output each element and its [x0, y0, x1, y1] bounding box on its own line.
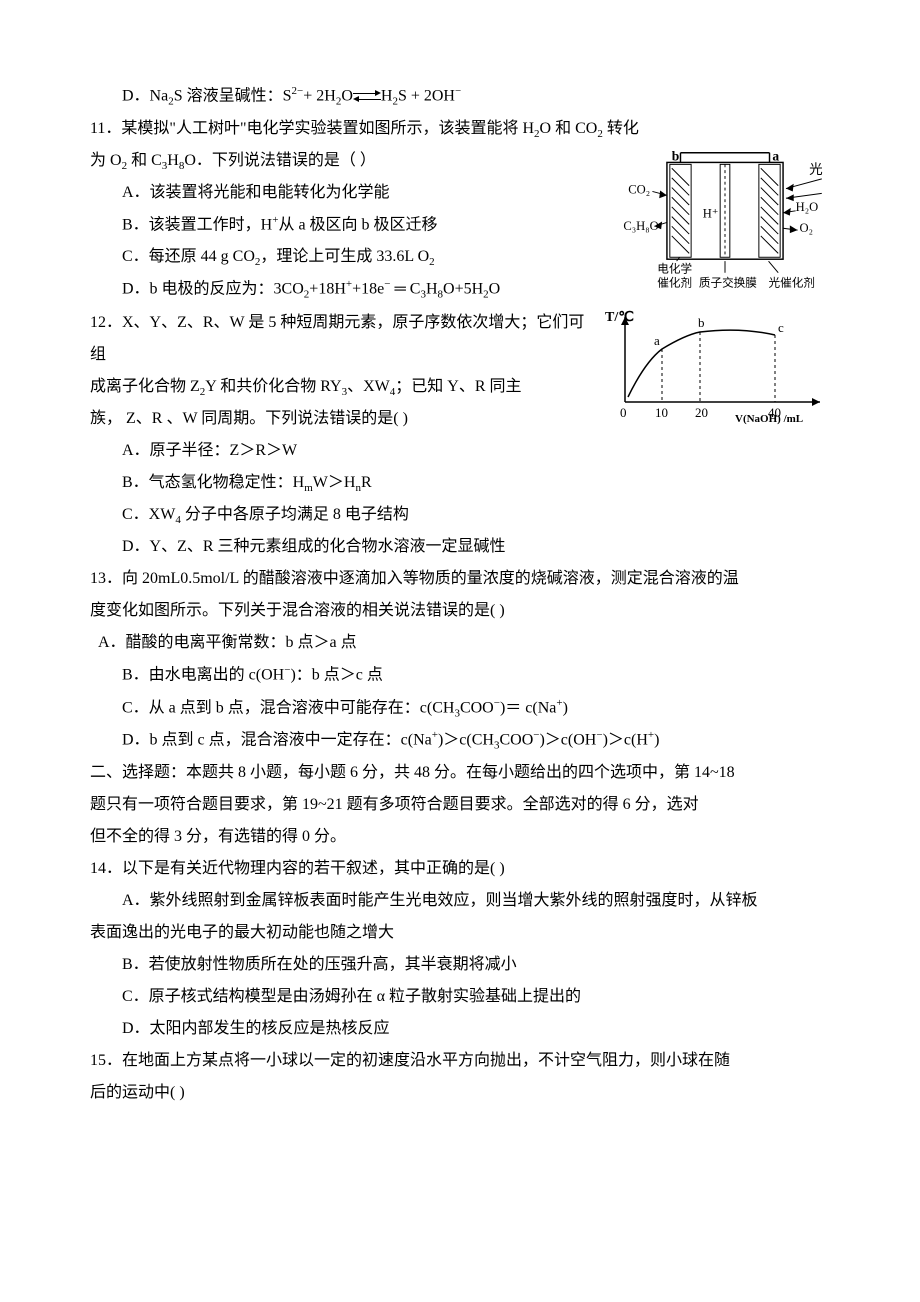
q12-s2end: ；已知 Y、R 同主 — [395, 378, 521, 395]
section2-line1: 二、选择题：本题共 8 小题，每小题 6 分，共 48 分。在每小题给出的四个选… — [90, 757, 830, 789]
q10-optD-sup2: − — [455, 85, 461, 97]
temperature-chart-icon: T/℃ 0 10 20 40 V(NaOH) /mL a b c — [600, 307, 830, 427]
fig-label-hplus: H⁺ — [703, 206, 719, 220]
fig-label-h2o: H₂O — [796, 200, 819, 214]
q12-optC: C．XW4 分子中各原子均满足 8 电子结构 — [90, 499, 830, 531]
q13-optA: A．醋酸的电离平衡常数：b 点＞a 点 — [90, 627, 830, 659]
q11-s1end: 转化 — [603, 120, 639, 137]
q13-optD-m3: )＞c(OH — [539, 731, 596, 748]
section2-line2: 题只有一项符合题目要求，第 19~21 题有多项符合题目要求。全部选对的得 6 … — [90, 789, 830, 821]
q11-optC-sub2: 2 — [429, 256, 435, 268]
q11-s1mid: O 和 CO — [540, 120, 598, 137]
q10-optD-mid2: + 2H — [303, 87, 336, 104]
q13-optB-pre: B．由水电离出的 c(OH — [122, 667, 284, 684]
fig-label-light: 光 — [809, 162, 823, 177]
q11-optC-pre: C．每还原 44 g CO — [122, 248, 255, 265]
fig-label-botR: 光催化剂 — [769, 275, 815, 289]
fig-label-a: a — [772, 148, 779, 163]
q12-chart: T/℃ 0 10 20 40 V(NaOH) /mL a b c — [600, 307, 830, 439]
q12-optB-mid: W＞H — [313, 474, 356, 491]
q14-optC: C．原子核式结构模型是由汤姆孙在 α 粒子散射实验基础上提出的 — [90, 981, 830, 1013]
chart-pt-c: c — [778, 320, 784, 335]
page: D．Na2S 溶液呈碱性：S2−+ 2H2OH2S + 2OH− 11．某模拟"… — [0, 0, 920, 1302]
q10-optD-sup1: 2− — [292, 85, 304, 97]
q11-s2mid: 和 C — [127, 152, 162, 169]
chart-pt-b: b — [698, 315, 705, 330]
q13-optC: C．从 a 点到 b 点，混合溶液中可能存在：c(CH3COO−)＝ c(Na+… — [90, 692, 830, 725]
q14-optB: B．若使放射性物质所在处的压强升高，其半衰期将减小 — [90, 949, 830, 981]
q13-optD-m2: COO — [499, 731, 533, 748]
fig-label-co2: CO₂ — [628, 182, 650, 196]
q14-optA-line1: A．紫外线照射到金属锌板表面时能产生光电效应，则当增大紫外线的照射强度时，从锌板 — [90, 885, 830, 917]
q10-optD-mid3: O — [341, 87, 353, 104]
q11-optB-end: 从 a 极区向 b 极区迁移 — [278, 216, 437, 233]
q12-optC-pre: C．XW — [122, 506, 175, 523]
q13-optC-pre: C．从 a 点到 b 点，混合溶液中可能存在：c(CH — [122, 699, 454, 716]
q11-optD-pre: D．b 电极的反应为：3CO — [122, 281, 304, 298]
q12-s2m1: Y 和共价化合物 RY — [205, 378, 341, 395]
q11-optD-end: O — [489, 281, 501, 298]
fig-label-c3h8o: C₃H₈O — [623, 219, 658, 233]
q10-optD-mid1: S 溶液呈碱性：S — [174, 87, 292, 104]
q13-optB-end: )：b 点＞c 点 — [290, 667, 382, 684]
q11-optD-m1: +18H — [309, 281, 346, 298]
q13-stem2: 度变化如图所示。下列关于混合溶液的相关说法错误的是( ) — [90, 595, 830, 627]
fig-label-botM: 质子交换膜 — [699, 275, 757, 289]
q11-figure: b a 光 CO₂ C₃H₈O H₂O O₂ H⁺ 电化学 催化剂 质子交换膜 … — [620, 145, 830, 307]
q12-optB-sm: m — [304, 482, 313, 494]
q14-optD: D．太阳内部发生的核反应是热核反应 — [90, 1013, 830, 1045]
q11-stem1: 11．某模拟"人工树叶"电化学实验装置如图所示，该装置能将 H — [90, 120, 534, 137]
q13-optD: D．b 点到 c 点，混合溶液中一定存在：c(Na+)＞c(CH3COO−)＞c… — [90, 724, 830, 757]
chart-xlabel: V(NaOH) /mL — [735, 413, 803, 425]
q11-optD-m4: H — [426, 281, 438, 298]
q13-optC-end: ) — [563, 699, 568, 716]
q10-optD-mid4: H — [381, 87, 393, 104]
q11-optC-mid: ，理论上可生成 33.6L O — [260, 248, 429, 265]
section2-line3: 但不全的得 3 分，有选错的得 0 分。 — [90, 821, 830, 853]
q14-optA-line2: 表面逸出的光电子的最大初动能也随之增大 — [90, 917, 830, 949]
q10-optD: D．Na2S 溶液呈碱性：S2−+ 2H2OH2S + 2OH− — [90, 80, 830, 113]
q13-optD-pre: D．b 点到 c 点，混合溶液中一定存在：c(Na — [122, 731, 432, 748]
q13-optB: B．由水电离出的 c(OH−)：b 点＞c 点 — [90, 659, 830, 691]
q10-optD-mid5: S + 2OH — [398, 87, 455, 104]
fig-label-b: b — [672, 148, 680, 163]
q13-optC-m1: COO — [460, 699, 494, 716]
q11-optD-m2: +18e — [352, 281, 384, 298]
q11-s2mid2: H — [167, 152, 179, 169]
q13-stem1: 13．向 20mL0.5mol/L 的醋酸溶液中逐滴加入等物质的量浓度的烧碱溶液… — [90, 563, 830, 595]
q12-optA: A．原子半径：Z＞R＞W — [90, 435, 830, 467]
q10-optD-pre: D．Na — [122, 87, 168, 104]
chart-ylabel: T/℃ — [605, 310, 634, 325]
q11-stem-line1: 11．某模拟"人工树叶"电化学实验装置如图所示，该装置能将 H2O 和 CO2 … — [90, 113, 830, 145]
chart-tick1: 10 — [655, 405, 668, 420]
q12-optB-pre: B．气态氢化物稳定性：H — [122, 474, 304, 491]
q11-s2pre: 为 O — [90, 152, 122, 169]
electrochemical-device-icon: b a 光 CO₂ C₃H₈O H₂O O₂ H⁺ 电化学 催化剂 质子交换膜 … — [620, 145, 830, 295]
chart-tick2: 20 — [695, 405, 708, 420]
q13-optC-m2: )＝ c(Na — [500, 699, 556, 716]
q15-stem2: 后的运动中( ) — [90, 1077, 830, 1109]
fig-label-o2: O₂ — [800, 221, 813, 235]
q11-s2end: O．下列说法错误的是（ ） — [184, 152, 376, 169]
q15-stem1: 15．在地面上方某点将一小球以一定的初速度沿水平方向抛出，不计空气阻力，则小球在… — [90, 1045, 830, 1077]
q11-optD-m3: ═ C — [390, 281, 420, 298]
equilibrium-arrow-icon — [353, 91, 381, 103]
fig-label-botL1: 电化学 — [657, 261, 692, 275]
q12-s2pre: 成离子化合物 Z — [90, 378, 200, 395]
q13-optD-m1: )＞c(CH — [438, 731, 494, 748]
q12-optB-end: R — [361, 474, 372, 491]
q12-s2m2: 、XW — [347, 378, 390, 395]
q14-stem: 14．以下是有关近代物理内容的若干叙述，其中正确的是( ) — [90, 853, 830, 885]
q12-optD: D．Y、Z、R 三种元素组成的化合物水溶液一定显碱性 — [90, 531, 830, 563]
chart-tick0: 0 — [620, 405, 627, 420]
q12-optC-end: 分子中各原子均满足 8 电子结构 — [181, 506, 409, 523]
q13-optD-m4: )＞c(H — [603, 731, 648, 748]
fig-label-botL2: 催化剂 — [657, 275, 692, 289]
q11-optD-m5: O+5H — [443, 281, 483, 298]
q11-optB-pre: B．该装置工作时，H — [122, 216, 272, 233]
q13-optD-end: ) — [654, 731, 659, 748]
q12-optB: B．气态氢化物稳定性：HmW＞HnR — [90, 467, 830, 499]
chart-pt-a: a — [654, 333, 660, 348]
